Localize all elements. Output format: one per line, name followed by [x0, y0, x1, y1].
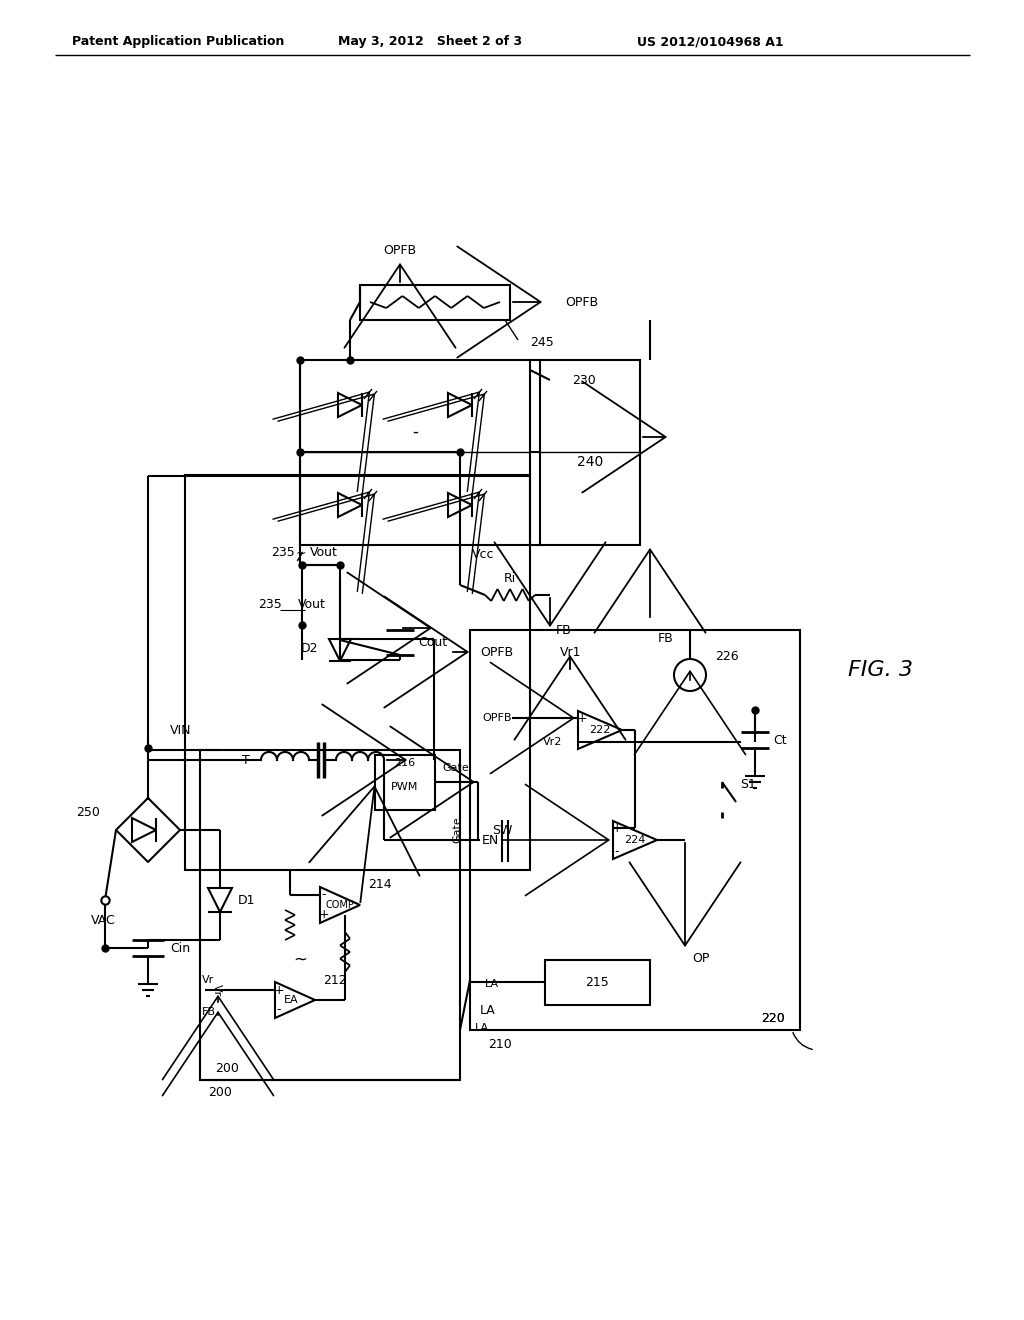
- Text: Vout: Vout: [298, 598, 326, 611]
- Text: 220: 220: [761, 1011, 785, 1024]
- Text: 200: 200: [215, 1061, 239, 1074]
- Text: Vr2: Vr2: [543, 737, 562, 747]
- Text: OPFB: OPFB: [565, 296, 598, 309]
- Text: S1: S1: [740, 779, 756, 792]
- Text: D2: D2: [300, 642, 318, 655]
- Text: FIG. 3: FIG. 3: [848, 660, 912, 680]
- Text: +: +: [611, 821, 623, 834]
- Text: D1: D1: [238, 894, 256, 907]
- Text: 212: 212: [323, 974, 347, 986]
- Text: 250: 250: [76, 805, 100, 818]
- Text: T: T: [243, 754, 250, 767]
- Bar: [375, 755, 435, 810]
- Text: Vcc: Vcc: [472, 549, 495, 561]
- Text: Gate: Gate: [442, 763, 469, 774]
- Text: 235: 235: [271, 546, 295, 560]
- Text: Cout: Cout: [418, 635, 447, 648]
- Bar: [545, 960, 650, 1005]
- Text: LA: LA: [485, 979, 499, 989]
- Text: LA: LA: [475, 1023, 489, 1034]
- Text: 240: 240: [577, 455, 603, 469]
- Text: 200: 200: [208, 1085, 231, 1098]
- Text: +: +: [273, 983, 285, 997]
- Text: EN: EN: [482, 833, 500, 846]
- Text: Cin: Cin: [170, 941, 190, 954]
- Text: OPFB: OPFB: [480, 645, 513, 659]
- Bar: [470, 630, 800, 1030]
- Text: COMP: COMP: [326, 900, 354, 909]
- Text: US 2012/0104968 A1: US 2012/0104968 A1: [637, 36, 783, 49]
- Text: FB: FB: [556, 623, 571, 636]
- Text: LA: LA: [480, 1003, 496, 1016]
- Text: FB: FB: [658, 631, 674, 644]
- Text: Ct: Ct: [773, 734, 786, 747]
- Text: May 3, 2012   Sheet 2 of 3: May 3, 2012 Sheet 2 of 3: [338, 36, 522, 49]
- Text: EA: EA: [284, 995, 298, 1005]
- Text: +: +: [577, 711, 588, 725]
- Text: VAC: VAC: [91, 913, 116, 927]
- Text: 226: 226: [715, 651, 738, 664]
- Bar: [185, 475, 530, 870]
- Text: -: -: [412, 422, 418, 441]
- Text: Vr: Vr: [202, 975, 214, 985]
- Text: PWM: PWM: [391, 781, 419, 792]
- Text: Vr1: Vr1: [560, 645, 582, 659]
- Text: VIN: VIN: [170, 723, 191, 737]
- Text: 235: 235: [258, 598, 282, 611]
- Text: Patent Application Publication: Patent Application Publication: [72, 36, 285, 49]
- Text: -: -: [276, 1003, 282, 1016]
- Bar: [200, 750, 460, 1080]
- Text: 230: 230: [572, 374, 596, 387]
- Text: 222: 222: [590, 725, 610, 735]
- Text: OPFB: OPFB: [383, 243, 417, 256]
- Text: ~: ~: [296, 546, 306, 560]
- Text: Vr: Vr: [212, 983, 222, 997]
- Text: -: -: [322, 888, 327, 902]
- Text: -: -: [580, 735, 585, 748]
- Text: +: +: [318, 908, 330, 921]
- Text: -: -: [614, 846, 620, 858]
- Text: SW: SW: [492, 824, 512, 837]
- Bar: [360, 285, 510, 319]
- Text: ~: ~: [293, 950, 307, 969]
- Text: Ri: Ri: [504, 573, 516, 586]
- Text: 245: 245: [530, 335, 554, 348]
- Text: Gate: Gate: [452, 817, 462, 843]
- Text: Vout: Vout: [310, 546, 338, 560]
- Text: 220: 220: [761, 1011, 785, 1024]
- Text: 210: 210: [488, 1038, 512, 1051]
- Text: OPFB: OPFB: [482, 713, 512, 723]
- Bar: [300, 360, 530, 545]
- Text: OP: OP: [692, 952, 710, 965]
- Text: 216: 216: [394, 758, 416, 768]
- Text: FB: FB: [202, 1007, 216, 1016]
- Text: 224: 224: [625, 836, 646, 845]
- Text: 214: 214: [368, 879, 391, 891]
- Bar: [540, 360, 640, 545]
- Text: 215: 215: [585, 975, 609, 989]
